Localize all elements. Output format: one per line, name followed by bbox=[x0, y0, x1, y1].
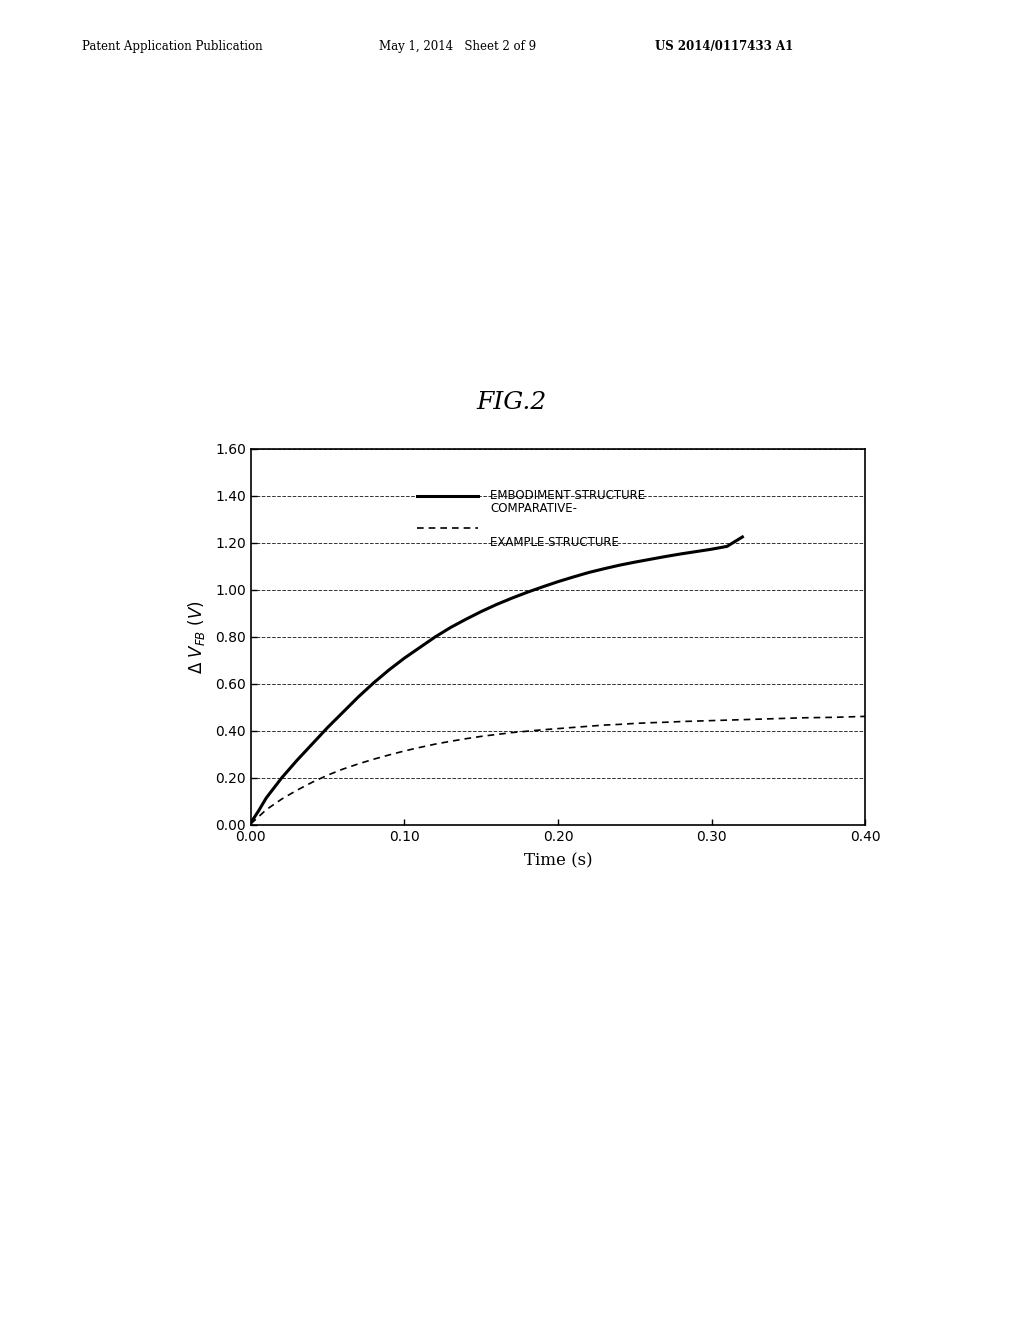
Text: EMBODIMENT STRUCTURE: EMBODIMENT STRUCTURE bbox=[490, 490, 645, 503]
Text: FIG.2: FIG.2 bbox=[477, 391, 547, 414]
X-axis label: Time (s): Time (s) bbox=[523, 853, 593, 869]
Text: US 2014/0117433 A1: US 2014/0117433 A1 bbox=[655, 40, 794, 53]
Text: May 1, 2014   Sheet 2 of 9: May 1, 2014 Sheet 2 of 9 bbox=[379, 40, 536, 53]
Text: EXAMPLE STRUCTURE: EXAMPLE STRUCTURE bbox=[490, 536, 620, 549]
Y-axis label: $\Delta\ V_{FB}\ (V)$: $\Delta\ V_{FB}\ (V)$ bbox=[185, 601, 207, 673]
Text: Patent Application Publication: Patent Application Publication bbox=[82, 40, 262, 53]
Text: COMPARATIVE-: COMPARATIVE- bbox=[490, 503, 578, 516]
